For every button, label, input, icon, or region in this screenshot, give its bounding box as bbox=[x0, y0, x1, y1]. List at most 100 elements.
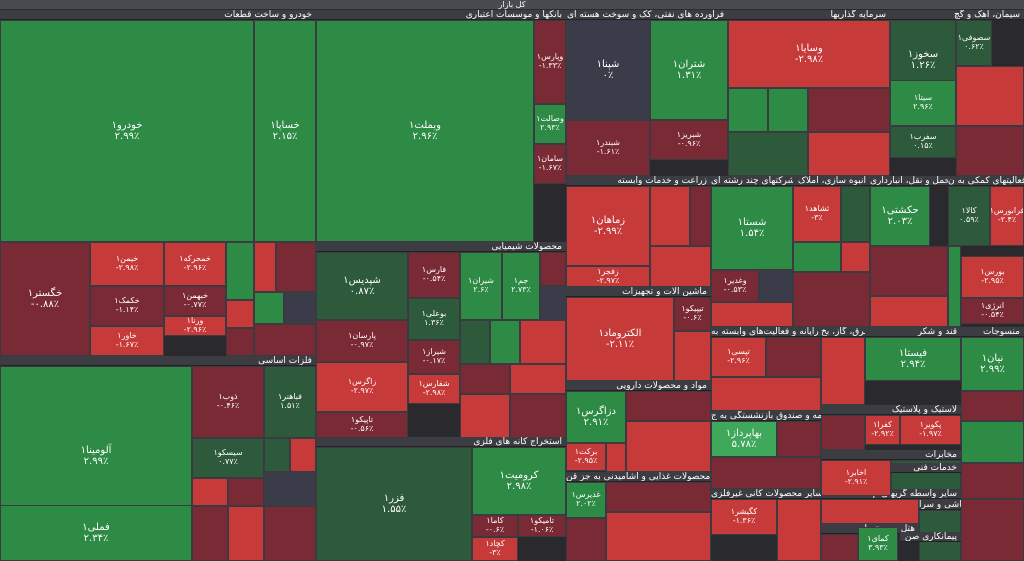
stock-tile[interactable]: فیستا۱ ۲.۹۴٪ bbox=[865, 337, 961, 381]
stock-tile[interactable]: خیمن۱ -۲.۹۸٪ bbox=[90, 242, 164, 286]
stock-tile[interactable] bbox=[460, 320, 490, 364]
stock-tile[interactable] bbox=[793, 242, 841, 272]
stock-tile[interactable]: شپدیس۱ ۰.۸۷٪ bbox=[316, 252, 408, 320]
stock-tile[interactable]: شتران۱ ۱.۳۱٪ bbox=[650, 20, 728, 120]
stock-tile[interactable] bbox=[226, 328, 254, 356]
stock-tile[interactable]: کالا۱ ۰.۵۹٪ bbox=[948, 186, 990, 246]
stock-tile[interactable]: شبریز۱ -۰.۹۶٪ bbox=[650, 120, 728, 160]
sector-header-contract[interactable]: پیمانکاری صن bbox=[900, 532, 961, 542]
stock-tile[interactable] bbox=[728, 88, 768, 132]
sector-header-insurance[interactable]: بیمه و صندوق بازنشستگی به ج bbox=[711, 411, 821, 421]
stock-tile[interactable] bbox=[264, 438, 290, 472]
stock-tile[interactable] bbox=[961, 421, 1024, 463]
stock-tile[interactable]: وغدیر۱ -۰.۵۳٪ bbox=[711, 270, 759, 302]
stock-tile[interactable]: زفجر۱ -۲.۹۷٪ bbox=[566, 266, 650, 287]
stock-tile[interactable] bbox=[870, 246, 948, 296]
stock-tile[interactable]: شفارس۱ -۲.۹۸٪ bbox=[408, 374, 460, 404]
stock-tile[interactable]: بهاپرداز۱ ۵.۷۸٪ bbox=[711, 421, 777, 457]
stock-tile[interactable] bbox=[841, 242, 870, 272]
sector-header-sugar[interactable]: قند و شکر bbox=[865, 327, 961, 337]
sector-header-computer[interactable]: رایانه و فعالیت‌های وابسته به bbox=[711, 327, 821, 337]
sector-header-pharma[interactable]: مواد و محصولات دارویی bbox=[566, 381, 711, 391]
stock-tile[interactable] bbox=[777, 421, 821, 457]
stock-tile[interactable] bbox=[808, 88, 890, 132]
stock-tile[interactable]: غدیرس۱ ۲.۰۲٪ bbox=[566, 482, 606, 518]
stock-tile[interactable]: اخابر۱ -۲.۹۱٪ bbox=[821, 460, 891, 496]
stock-tile[interactable]: شیران۱ ۲.۶٪ bbox=[460, 252, 502, 320]
stock-tile[interactable]: شیراز۱ -۰.۱۷٪ bbox=[408, 340, 460, 374]
stock-tile[interactable] bbox=[768, 88, 808, 132]
stock-tile[interactable]: وسایا۱ -۲.۹۸٪ bbox=[728, 20, 890, 88]
sector-header-food[interactable]: محصولات غذایی و آشامیدنی به جز قن bbox=[566, 472, 711, 482]
stock-tile[interactable]: تیپیکو۱ -۰.۶٪ bbox=[674, 297, 711, 331]
stock-tile[interactable] bbox=[821, 337, 865, 405]
stock-tile[interactable]: خکمک۱ -۱.۱۴٪ bbox=[90, 286, 164, 326]
stock-tile[interactable]: ورنا۱ -۲.۹۶٪ bbox=[164, 316, 226, 336]
sector-header-textile[interactable]: منسوجات bbox=[961, 327, 1024, 337]
stock-tile[interactable] bbox=[460, 394, 510, 438]
stock-tile[interactable] bbox=[821, 415, 865, 450]
sector-header-multi[interactable]: شرکتهای چند رشته ای bbox=[711, 176, 793, 186]
stock-tile[interactable]: کمای۱ ۳.۹۳٪ bbox=[858, 527, 898, 561]
stock-tile[interactable]: فزر۱ ۱.۵۵٪ bbox=[316, 447, 472, 561]
stock-tile[interactable] bbox=[290, 438, 316, 472]
stock-tile[interactable] bbox=[650, 186, 690, 246]
stock-tile[interactable] bbox=[510, 364, 566, 394]
stock-tile[interactable] bbox=[821, 499, 919, 524]
stock-tile[interactable]: وپارس۱ -۱.۳۳٪ bbox=[534, 20, 566, 104]
stock-tile[interactable]: وبملت۱ ۲.۹۶٪ bbox=[316, 20, 534, 242]
stock-tile[interactable] bbox=[254, 324, 316, 356]
stock-tile[interactable]: فباهنر۱ ۱.۵۱٪ bbox=[264, 366, 316, 438]
stock-tile[interactable] bbox=[510, 394, 566, 438]
sector-header-oil[interactable]: فراورده های نفتی، کک و سوخت هسته ای bbox=[566, 10, 728, 20]
stock-tile[interactable]: سصوفی۱ ۰.۶۲٪ bbox=[956, 20, 992, 66]
stock-tile[interactable] bbox=[821, 534, 858, 561]
sector-header-realestate[interactable]: انبوه سازی، املاک bbox=[793, 176, 870, 186]
stock-tile[interactable] bbox=[540, 252, 566, 286]
stock-tile[interactable]: خمحرکه۱ -۲.۹۶٪ bbox=[164, 242, 226, 286]
stock-tile[interactable] bbox=[961, 391, 1024, 421]
stock-tile[interactable]: فارس۱ -۰.۵۴٪ bbox=[408, 252, 460, 298]
stock-tile[interactable] bbox=[650, 246, 711, 287]
stock-tile[interactable] bbox=[228, 478, 264, 506]
stock-tile[interactable]: فملی۱ ۲.۳۴٪ bbox=[0, 505, 192, 561]
stock-tile[interactable]: فرابورس۱ -۲.۴٪ bbox=[990, 186, 1024, 246]
sector-header-ag2[interactable]: کاشی و سرا bbox=[919, 500, 961, 510]
stock-tile[interactable]: شپنا۱ ۰٪ bbox=[566, 20, 650, 120]
stock-tile[interactable] bbox=[226, 242, 254, 300]
sector-header-plastic[interactable]: لاستیک و پلاستیک bbox=[821, 405, 961, 415]
stock-tile[interactable] bbox=[192, 478, 228, 506]
stock-tile[interactable]: وصالت۱ ۲.۹۳٪ bbox=[534, 104, 566, 144]
stock-tile[interactable] bbox=[961, 463, 1024, 499]
stock-tile[interactable]: سیسکو۱ ۰.۷۷٪ bbox=[192, 438, 264, 478]
stock-tile[interactable]: خبهمن۱ -۰.۷۷٪ bbox=[164, 286, 226, 316]
stock-tile[interactable] bbox=[606, 482, 711, 512]
stock-tile[interactable] bbox=[264, 472, 316, 506]
stock-tile[interactable] bbox=[711, 377, 821, 411]
stock-tile[interactable] bbox=[841, 186, 870, 242]
stock-tile[interactable] bbox=[626, 391, 711, 421]
stock-tile[interactable] bbox=[956, 126, 1024, 176]
stock-tile[interactable]: زماهان۱ -۲.۹۹٪ bbox=[566, 186, 650, 266]
stock-tile[interactable]: بوعلی۱ ۱.۳۶٪ bbox=[408, 298, 460, 340]
stock-tile[interactable]: ثشاهد۱ -۳٪ bbox=[793, 186, 841, 242]
sector-header-transport[interactable]: حمل و نقل، انبارداری bbox=[870, 176, 948, 186]
sector-header-services[interactable]: خدمات فنی bbox=[890, 463, 961, 473]
stock-tile[interactable]: کرومیت۱ ۲.۹۸٪ bbox=[472, 447, 566, 515]
stock-tile[interactable]: پارسان۱ -۰.۹۷٪ bbox=[316, 320, 408, 362]
stock-tile[interactable]: تاپیکو۱ -۰.۵۶٪ bbox=[316, 412, 408, 438]
stock-tile[interactable]: خگستر۱ -۰.۸۸٪ bbox=[0, 242, 90, 356]
sector-header-agri[interactable]: زراعت و خدمات وابسته bbox=[566, 176, 711, 186]
stock-tile[interactable]: ذوب۱ -۰.۴۶٪ bbox=[192, 366, 264, 438]
stock-tile[interactable]: بورس۱ -۲.۹۵٪ bbox=[961, 256, 1024, 298]
sector-header-cement[interactable]: سیمان، آهک و گچ bbox=[890, 10, 1024, 20]
stock-tile[interactable] bbox=[228, 506, 264, 561]
stock-tile[interactable]: کگیشر۱ -۱.۳۶٪ bbox=[711, 499, 777, 535]
stock-tile[interactable]: الکتروماد۱ -۲.۱۱٪ bbox=[566, 297, 674, 381]
sector-header-invest[interactable]: سرمایه گذاریها bbox=[728, 10, 890, 20]
stock-tile[interactable] bbox=[520, 320, 566, 364]
stock-tile[interactable] bbox=[606, 512, 711, 561]
stock-tile[interactable] bbox=[566, 518, 606, 561]
stock-tile[interactable]: پکویر۱ -۱.۹۷٪ bbox=[900, 415, 961, 445]
stock-tile[interactable]: خاور۱ -۱.۶۷٪ bbox=[90, 326, 164, 356]
